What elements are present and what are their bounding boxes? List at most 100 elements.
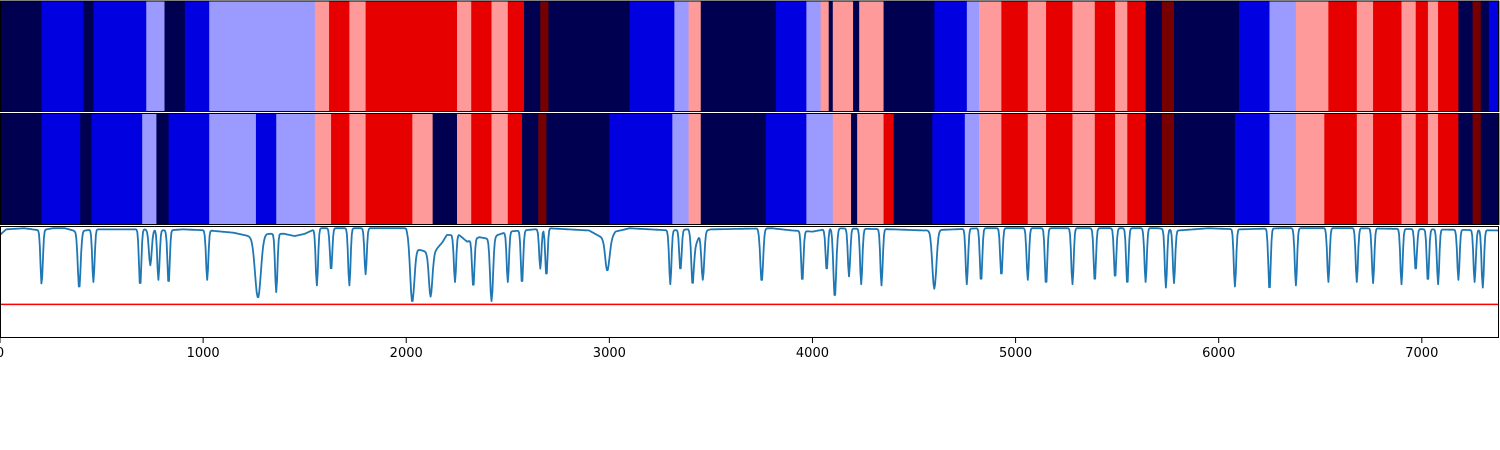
heatmap-segment <box>1328 1 1358 112</box>
heatmap-segment <box>820 1 830 112</box>
heatmap-segment <box>329 1 350 112</box>
axes-frame <box>0 113 1499 225</box>
heatmap-segment <box>688 113 702 225</box>
heatmap-segment <box>1458 113 1473 225</box>
x-tick-label: 1000 <box>187 346 220 361</box>
heatmap-segment <box>507 1 525 112</box>
heatmap-segment <box>1356 113 1374 225</box>
heatmap-segment <box>934 1 968 112</box>
heatmap-segment <box>1161 1 1175 112</box>
heatmap-segment <box>471 1 492 112</box>
heatmap-segment <box>538 113 547 225</box>
heatmap-segment <box>700 1 777 112</box>
heatmap-segment <box>853 1 860 112</box>
heatmap-segment <box>688 1 702 112</box>
x-axis: 0 1000 2000 3000 4000 5000 6000 7000 <box>0 338 1438 361</box>
heatmap-segment <box>700 113 767 225</box>
heatmap-segment <box>164 1 186 112</box>
heatmap-segment <box>979 1 1002 112</box>
x-tick-label: 3000 <box>593 346 626 361</box>
heatmap-segment <box>1094 113 1116 225</box>
signal-panel <box>0 226 1500 338</box>
heatmap-segment <box>1488 1 1500 112</box>
heatmap-segment <box>184 1 210 112</box>
heatmap-segment <box>1072 113 1096 225</box>
heatmap-segment <box>1239 1 1270 112</box>
heatmap-segment <box>672 113 689 225</box>
heatmap-segment <box>1472 113 1482 225</box>
heatmap-segment <box>1127 113 1146 225</box>
heatmap-segment <box>524 1 541 112</box>
heatmap-segment <box>1115 1 1128 112</box>
heatmap-segment <box>832 113 852 225</box>
heatmap-segment <box>1295 1 1329 112</box>
heatmap-segment <box>1472 1 1482 112</box>
heatmap-segment <box>1174 1 1240 112</box>
heatmap-segment <box>365 113 413 225</box>
heatmap-segment <box>851 113 858 225</box>
heatmap-segment <box>1127 1 1146 112</box>
axes-frame <box>0 226 1499 338</box>
heatmap-segment <box>146 1 165 112</box>
heatmap-segment <box>457 1 472 112</box>
heatmap-segment <box>546 113 610 225</box>
heatmap-segment <box>1427 1 1439 112</box>
heatmap-segment <box>966 1 980 112</box>
heatmap-segment <box>314 113 332 225</box>
signal-plot-background <box>0 226 1499 338</box>
heatmap-segment <box>806 1 821 112</box>
signal-line <box>0 227 1500 302</box>
heatmap-segment <box>1427 113 1439 225</box>
heatmap-segment <box>80 113 92 225</box>
heatmap-track-middle <box>0 113 1500 225</box>
heatmap-segment <box>1438 113 1459 225</box>
heatmap-segment <box>83 1 94 112</box>
heatmap-segment <box>979 113 1002 225</box>
heatmap-segment <box>932 113 966 225</box>
heatmap-segment <box>828 1 834 112</box>
heatmap-segment <box>1145 113 1163 225</box>
heatmap-segment <box>1295 113 1325 225</box>
heatmap-segment <box>674 1 689 112</box>
heatmap-segment <box>1269 1 1297 112</box>
heatmap-segment <box>1458 1 1473 112</box>
heatmap-segment <box>142 113 157 225</box>
heatmap-segment <box>1269 113 1297 225</box>
heatmap-segment <box>964 113 980 225</box>
heatmap-segment <box>883 1 935 112</box>
heatmap-segment <box>548 1 631 112</box>
axes-frames <box>0 0 1500 338</box>
x-tick-label: 5000 <box>999 346 1032 361</box>
heatmap-segment <box>1234 113 1270 225</box>
heatmap-segment <box>1027 1 1047 112</box>
heatmap-segment <box>93 1 147 112</box>
heatmap-segment <box>832 1 854 112</box>
heatmap-segment <box>629 1 675 112</box>
heatmap-segment <box>412 113 434 225</box>
heatmap-segment <box>91 113 143 225</box>
heatmap-segment <box>1401 1 1417 112</box>
heatmap-segment <box>1072 1 1096 112</box>
heatmap-segment <box>491 1 509 112</box>
heatmap-segment <box>1415 113 1429 225</box>
heatmap-segment <box>156 113 169 225</box>
heatmap-segment <box>0 113 43 225</box>
heatmap-segment <box>1324 113 1358 225</box>
heatmap-segment <box>491 113 509 225</box>
heatmap-segment <box>1046 1 1073 112</box>
heatmap-segment <box>276 113 316 225</box>
heatmap-segment <box>331 113 350 225</box>
heatmap-segment <box>457 113 472 225</box>
heatmap-segment <box>1094 1 1116 112</box>
heatmap-segment <box>806 113 834 225</box>
heatmap-segment <box>1046 113 1073 225</box>
heatmap-track-top <box>0 1 1500 112</box>
heatmap-segment <box>1027 113 1047 225</box>
heatmap-segment <box>209 1 316 112</box>
x-tick-label: 4000 <box>796 346 829 361</box>
heatmap-segment <box>1480 1 1490 112</box>
heatmap-segment <box>507 113 523 225</box>
heatmap-segment <box>1401 113 1417 225</box>
heatmap-segment <box>522 113 539 225</box>
